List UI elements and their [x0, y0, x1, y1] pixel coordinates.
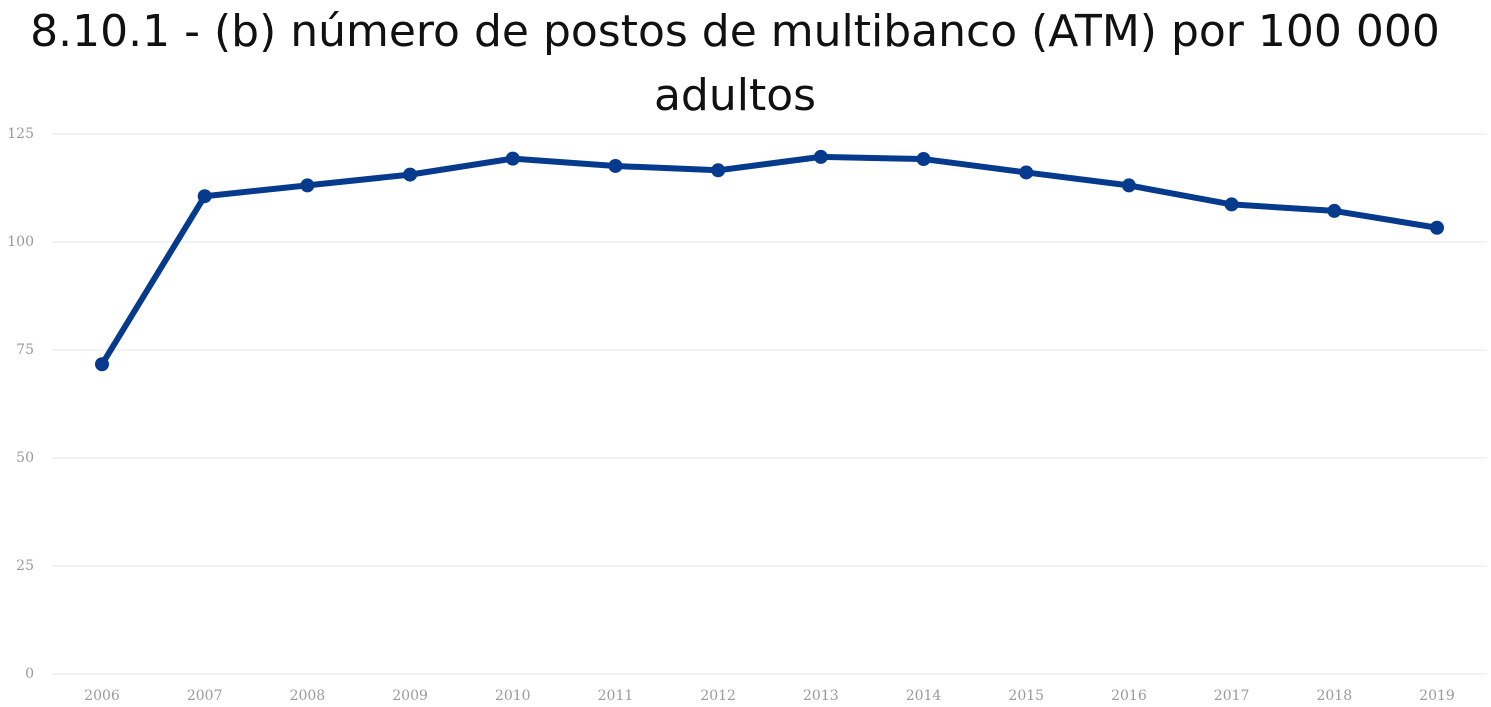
- series-line: [99, 153, 1440, 368]
- data-point[interactable]: [1327, 203, 1342, 218]
- x-axis-ticks: 2006 2007 2008 2009 2010 2011 2012 2013 2014 2015…: [84, 688, 1455, 704]
- y-tick-label: 125: [7, 126, 34, 142]
- x-tick-label: 2017: [1214, 688, 1250, 704]
- y-axis-ticks: 0 25 50 75 100 125: [7, 126, 34, 682]
- data-point[interactable]: [1121, 178, 1136, 193]
- data-point[interactable]: [1430, 220, 1444, 235]
- y-tick-label: 75: [16, 342, 34, 358]
- series-layer: [95, 149, 1444, 372]
- data-point[interactable]: [403, 167, 418, 182]
- x-tick-label: 2010: [495, 688, 531, 704]
- y-tick-label: 25: [16, 558, 34, 574]
- x-tick-label: 2006: [84, 688, 120, 704]
- y-tick-label: 0: [25, 666, 34, 682]
- x-tick-label: 2018: [1316, 688, 1352, 704]
- data-point[interactable]: [711, 163, 726, 178]
- data-point[interactable]: [95, 357, 109, 372]
- gridlines: [52, 133, 1487, 675]
- data-point[interactable]: [1224, 197, 1239, 212]
- x-tick-label: 2012: [700, 688, 736, 704]
- data-point[interactable]: [197, 189, 212, 204]
- x-tick-label: 2011: [598, 688, 634, 704]
- data-point[interactable]: [813, 149, 828, 164]
- data-point[interactable]: [1019, 165, 1034, 180]
- data-point[interactable]: [608, 158, 623, 173]
- x-tick-label: 2016: [1111, 688, 1147, 704]
- data-point[interactable]: [300, 178, 315, 193]
- x-tick-label: 2014: [906, 688, 942, 704]
- chart-title: 8.10.1 - (b) número de postos de multiba…: [30, 6, 1440, 121]
- x-tick-label: 2007: [187, 688, 223, 704]
- x-tick-label: 2009: [392, 688, 428, 704]
- y-tick-label: 50: [16, 450, 34, 466]
- data-point[interactable]: [916, 152, 931, 167]
- x-tick-label: 2013: [803, 688, 839, 704]
- x-tick-label: 2008: [290, 688, 326, 704]
- y-tick-label: 100: [7, 234, 34, 250]
- x-tick-label: 2019: [1419, 688, 1455, 704]
- data-point[interactable]: [505, 151, 520, 166]
- x-tick-label: 2015: [1008, 688, 1044, 704]
